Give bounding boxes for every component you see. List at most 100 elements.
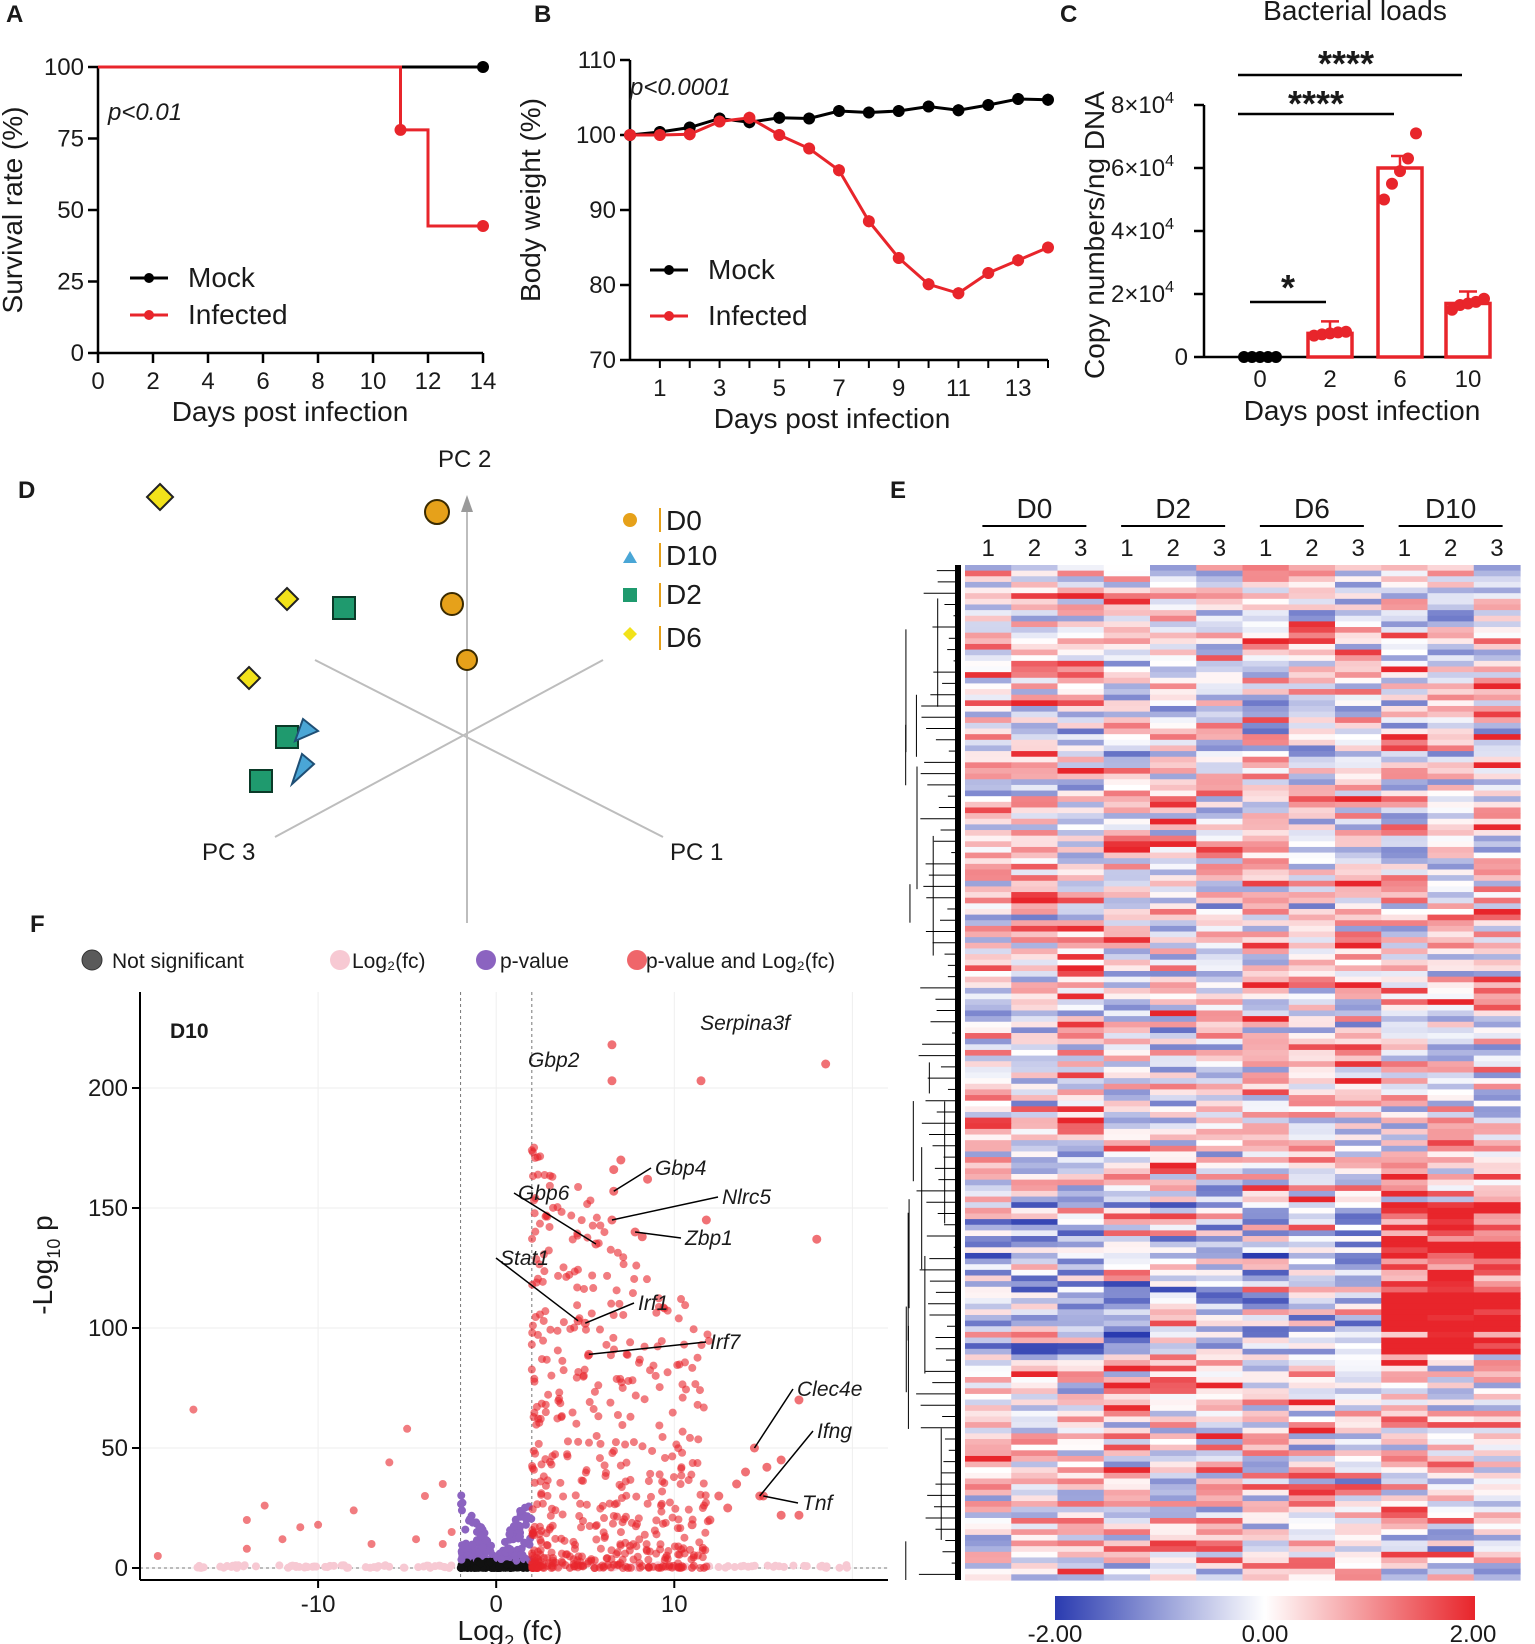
e-heatmap-cell	[1057, 818, 1105, 825]
e-heatmap-cell	[1103, 1162, 1151, 1169]
e-heatmap-cell	[1335, 773, 1382, 780]
f-point-significant	[530, 1563, 539, 1572]
e-heatmap-cell	[1057, 615, 1105, 622]
e-heatmap-cell	[1103, 1236, 1151, 1243]
e-heatmap-cell	[1427, 1303, 1475, 1310]
e-heatmap-cell	[1242, 1219, 1290, 1226]
e-heatmap-cell	[1011, 1360, 1059, 1367]
e-heatmap-cell	[1381, 954, 1429, 961]
e-heatmap-cell	[1011, 925, 1059, 933]
e-heatmap-cell	[1150, 1134, 1197, 1141]
e-heatmap-cell	[1288, 1168, 1336, 1175]
f-point-significant	[540, 1267, 549, 1276]
e-heatmap-cell	[1011, 920, 1059, 927]
d-point-d6-1	[145, 482, 175, 512]
e-heatmap-cell	[1196, 841, 1244, 848]
e-heatmap-cell	[1196, 993, 1244, 1000]
e-heatmap-cell	[1381, 1095, 1429, 1102]
f-point-significant	[621, 1477, 630, 1486]
e-heatmap-cell	[1057, 1331, 1105, 1339]
e-heatmap-cell	[1242, 593, 1290, 600]
e-heatmap-cell	[1381, 1360, 1429, 1367]
e-heatmap-cell	[1335, 1128, 1382, 1136]
f-point-significant	[644, 1477, 653, 1486]
e-heatmap-cell	[1288, 1314, 1336, 1322]
e-heatmap-cell	[1103, 1190, 1151, 1198]
e-heatmap-cell	[1288, 1484, 1336, 1491]
e-heatmap-cell	[1011, 1185, 1059, 1192]
e-heatmap-cell	[1103, 1540, 1151, 1547]
f-title: D10	[170, 1020, 209, 1043]
c-x-tick-label: 2	[1323, 366, 1336, 393]
e-heatmap-cell	[1103, 813, 1151, 820]
e-heatmap-cell	[965, 1162, 1012, 1169]
e-heatmap-cell	[965, 1472, 1012, 1480]
e-replicate-label: 2	[1166, 535, 1179, 562]
e-heatmap-cell	[1011, 1089, 1059, 1096]
e-heatmap-cell	[1196, 784, 1244, 792]
e-heatmap-cell	[1427, 660, 1475, 668]
e-heatmap-cell	[1011, 1523, 1059, 1530]
e-heatmap-cell	[1242, 1309, 1290, 1316]
e-heatmap-cell	[1335, 858, 1382, 865]
e-heatmap-cell	[1288, 1089, 1336, 1096]
e-heatmap-cell	[1427, 807, 1475, 814]
e-heatmap-cell	[1057, 1574, 1105, 1581]
e-heatmap-cell	[1103, 1174, 1151, 1181]
f-point-significant	[632, 1261, 641, 1270]
e-heatmap-cell	[1011, 739, 1059, 747]
e-heatmap-cell	[1011, 1427, 1059, 1434]
e-heatmap-cell	[1103, 1089, 1151, 1096]
e-heatmap-cell	[1381, 1422, 1429, 1429]
e-heatmap-cell	[1103, 1157, 1151, 1164]
f-point-p-only	[505, 1535, 514, 1544]
e-heatmap-cell	[1196, 587, 1244, 594]
e-heatmap-cell	[1150, 1140, 1197, 1147]
e-heatmap-cell	[1335, 1123, 1382, 1130]
f-point-significant	[678, 1393, 687, 1402]
e-heatmap-cell	[1057, 1309, 1105, 1316]
e-heatmap-cell	[965, 1281, 1012, 1288]
e-heatmap-cell	[1011, 903, 1059, 910]
e-heatmap-cell	[1473, 1506, 1521, 1513]
e-heatmap-cell	[1011, 1286, 1059, 1294]
e-heatmap-cell	[1335, 886, 1382, 893]
e-heatmap-cell	[1381, 1501, 1429, 1508]
e-heatmap-cell	[1242, 971, 1290, 978]
e-heatmap-cell	[1288, 987, 1336, 995]
e-heatmap-cell	[1011, 1303, 1059, 1310]
e-heatmap-cell	[1150, 886, 1197, 893]
f-point-significant	[635, 1358, 644, 1367]
e-heatmap-cell	[1103, 638, 1151, 645]
e-heatmap-cell	[1335, 1095, 1382, 1102]
e-heatmap-cell	[1057, 711, 1105, 718]
e-replicate-label: 3	[1213, 535, 1226, 562]
e-heatmap-cell	[1150, 1066, 1197, 1074]
e-heatmap-cell	[1057, 1399, 1105, 1406]
a-y-tick-label: 100	[44, 54, 84, 81]
e-heatmap-cell	[1103, 1275, 1151, 1282]
e-heatmap-cell	[1473, 610, 1521, 617]
e-heatmap-cell	[1381, 1016, 1429, 1023]
a-x-tick-label: 0	[91, 368, 104, 395]
f-point-significant	[608, 1519, 617, 1528]
e-heatmap-cell	[1242, 1021, 1290, 1028]
f-point-significant	[621, 1538, 630, 1547]
e-heatmap-cell	[1057, 1027, 1105, 1034]
e-heatmap-cell	[1103, 1264, 1151, 1271]
e-heatmap-cell	[1150, 965, 1197, 972]
e-heatmap-cell	[1011, 683, 1059, 690]
f-y-tick-label: 50	[101, 1435, 128, 1462]
e-heatmap-cell	[1196, 1320, 1244, 1327]
e-heatmap-cell	[1381, 1061, 1429, 1068]
e-heatmap-cell	[965, 581, 1012, 589]
e-heatmap-cell	[1196, 1010, 1244, 1017]
e-heatmap-cell	[1103, 1399, 1151, 1406]
f-x-label-sub: 2	[504, 1632, 514, 1644]
e-heatmap-cell	[1150, 976, 1197, 983]
e-heatmap-cell	[1335, 1157, 1382, 1164]
f-point-significant	[589, 1284, 598, 1293]
e-heatmap-cell	[1288, 1455, 1336, 1463]
e-heatmap-cell	[1381, 1354, 1429, 1361]
e-heatmap-cell	[1150, 852, 1197, 859]
